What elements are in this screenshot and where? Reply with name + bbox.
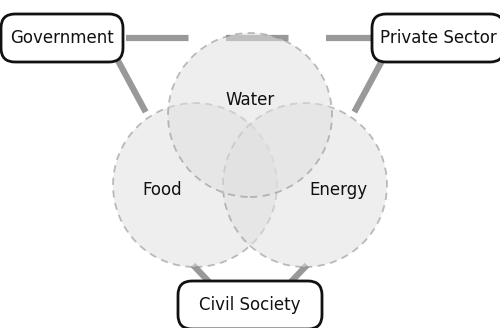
Text: Energy: Energy (309, 181, 367, 199)
Circle shape (168, 33, 332, 197)
FancyBboxPatch shape (372, 14, 500, 62)
Circle shape (223, 103, 387, 267)
Text: Government: Government (10, 29, 114, 47)
Circle shape (113, 103, 277, 267)
Text: Civil Society: Civil Society (199, 296, 301, 314)
Text: Water: Water (226, 91, 274, 109)
Text: Private Sector: Private Sector (380, 29, 496, 47)
FancyBboxPatch shape (178, 281, 322, 328)
FancyBboxPatch shape (1, 14, 123, 62)
Text: Food: Food (142, 181, 182, 199)
